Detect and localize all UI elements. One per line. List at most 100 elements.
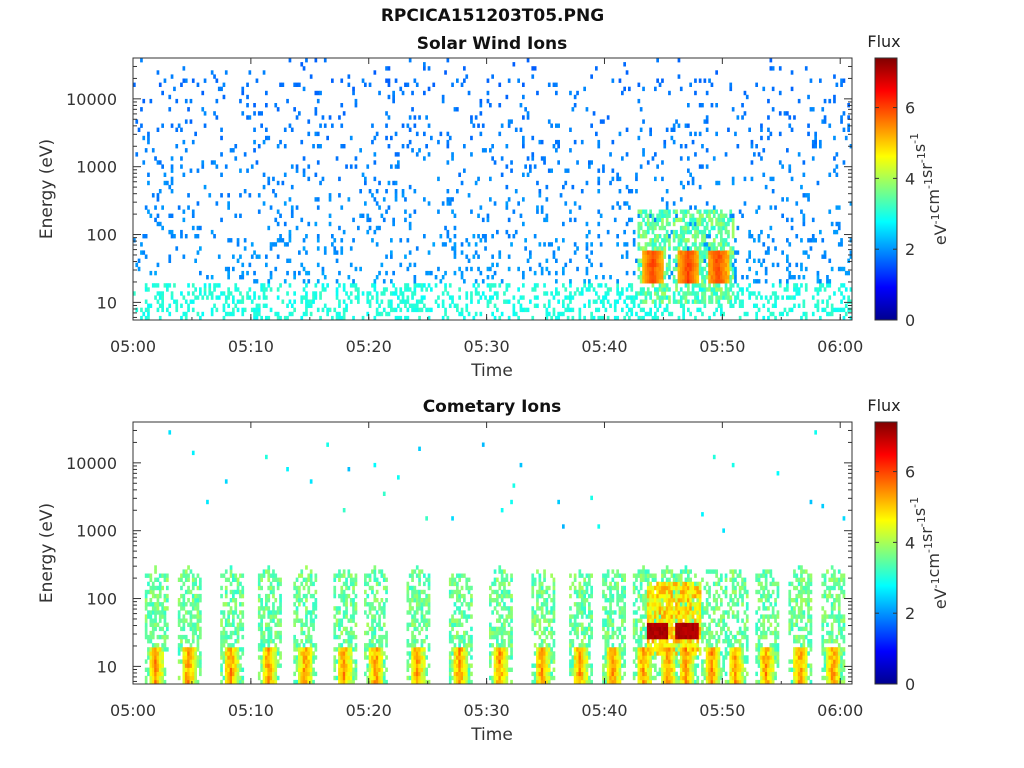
flux-cell — [149, 655, 153, 660]
flux-cell — [229, 610, 233, 615]
flux-cell — [371, 618, 374, 623]
flux-cell — [656, 262, 659, 268]
flux-cell — [267, 643, 271, 648]
flux-cell — [646, 254, 650, 259]
flux-cell — [222, 315, 226, 320]
flux-cell — [543, 618, 546, 623]
flux-cell — [547, 242, 551, 247]
flux-cell — [380, 647, 384, 652]
flux-cell — [147, 610, 150, 615]
flux-cell — [460, 250, 464, 255]
flux-cell — [578, 651, 582, 656]
flux-cell — [385, 209, 388, 214]
flux-cell — [189, 671, 193, 677]
flux-cell — [349, 643, 353, 648]
flux-cell — [180, 585, 183, 591]
flux-cell — [460, 585, 464, 591]
flux-cell — [281, 238, 285, 243]
flux-cell — [262, 184, 266, 190]
flux-cell — [771, 283, 775, 288]
flux-cell — [144, 606, 148, 611]
flux-cell — [316, 205, 320, 210]
flux-cell — [448, 581, 452, 587]
flux-cell — [512, 62, 516, 67]
flux-cell — [691, 225, 695, 231]
flux-cell — [705, 225, 709, 231]
flux-cell — [404, 254, 407, 259]
flux-cell — [415, 598, 419, 603]
flux-cell — [637, 262, 641, 268]
flux-cell — [684, 262, 688, 268]
flux-cell — [717, 287, 721, 292]
flux-cell — [203, 111, 207, 116]
flux-cell — [191, 647, 195, 652]
flux-cell — [404, 217, 407, 223]
flux-cell — [191, 655, 195, 660]
flux-cell — [243, 152, 247, 157]
flux-cell — [658, 82, 662, 87]
flux-cell — [644, 229, 648, 235]
flux-cell — [646, 250, 650, 255]
flux-cell — [524, 107, 527, 112]
flux-cell — [465, 585, 469, 591]
flux-cell — [654, 217, 657, 223]
flux-cell — [323, 246, 327, 251]
flux-cell — [279, 82, 282, 87]
flux-cell — [656, 78, 659, 83]
flux-cell — [236, 655, 240, 660]
flux-cell — [378, 614, 381, 619]
flux-cell — [580, 626, 584, 632]
flux-cell — [496, 671, 499, 677]
flux-cell — [538, 622, 542, 627]
flux-cell — [177, 598, 181, 603]
flux-cell — [538, 606, 542, 611]
flux-cell — [224, 651, 228, 656]
flux-cell — [408, 610, 412, 615]
flux-cell — [665, 217, 669, 223]
flux-cell — [307, 585, 311, 591]
flux-cell — [371, 606, 374, 611]
flux-cell — [460, 634, 464, 640]
flux-cell — [458, 598, 461, 603]
flux-cell — [496, 655, 499, 660]
flux-cell — [415, 671, 419, 677]
flux-cell — [408, 643, 412, 648]
flux-cell — [797, 291, 801, 296]
flux-cell — [213, 234, 216, 239]
flux-cell — [272, 189, 275, 194]
flux-cell — [576, 671, 579, 677]
flux-cell — [724, 262, 728, 268]
flux-cell — [448, 679, 452, 684]
flux-cell — [717, 295, 721, 300]
flux-cell — [154, 156, 157, 161]
flux-cell — [691, 291, 695, 296]
flux-cell — [161, 299, 164, 304]
flux-cell — [411, 577, 414, 582]
flux-cell — [368, 189, 372, 194]
flux-cell — [625, 70, 629, 75]
flux-cell — [415, 626, 419, 632]
flux-cell — [411, 569, 414, 574]
flux-cell — [380, 659, 384, 664]
flux-cell — [545, 315, 549, 320]
flux-cell — [158, 667, 162, 672]
flux-cell — [437, 139, 440, 145]
flux-cell — [366, 229, 370, 235]
flux-cell — [755, 303, 758, 308]
flux-cell — [656, 266, 659, 272]
flux-cell — [588, 303, 591, 308]
flux-cell — [408, 58, 412, 63]
flux-cell — [286, 467, 289, 472]
flux-cell — [380, 643, 384, 648]
flux-cell — [255, 78, 259, 83]
flux-cell — [849, 250, 852, 255]
flux-cell — [260, 639, 263, 644]
flux-cell — [158, 663, 162, 668]
flux-cell — [236, 589, 240, 595]
flux-cell — [352, 585, 355, 591]
flux-cell — [191, 675, 195, 681]
flux-cell — [493, 569, 497, 574]
flux-cell — [609, 152, 612, 157]
flux-cell — [816, 291, 820, 296]
flux-cell — [373, 462, 377, 468]
